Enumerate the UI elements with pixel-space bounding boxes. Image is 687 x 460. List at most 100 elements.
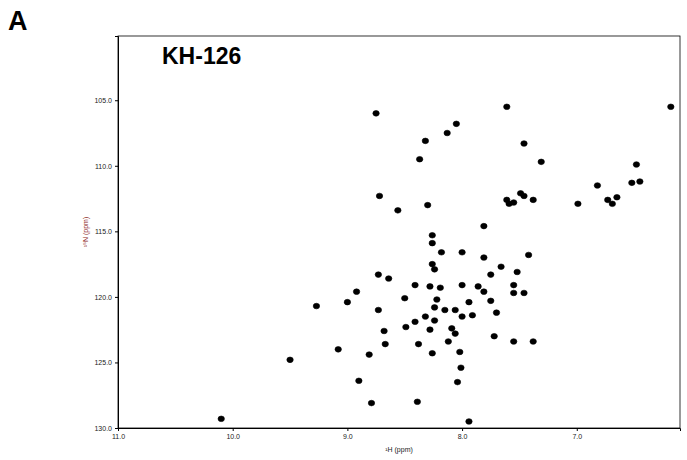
peak [530, 197, 536, 203]
peak [385, 276, 391, 282]
peak [481, 223, 487, 229]
peak [459, 282, 465, 288]
peak [538, 159, 544, 165]
y-tick: 110.0 [95, 163, 118, 170]
peak [475, 284, 481, 290]
peak [506, 201, 512, 207]
peak [429, 232, 435, 238]
peak [457, 349, 463, 355]
peak [382, 341, 388, 347]
peak [514, 269, 520, 275]
y-axis: 105.0110.0115.0120.0125.0130.0 [94, 37, 118, 432]
peak [637, 179, 643, 185]
peak [366, 352, 372, 358]
peak [402, 295, 408, 301]
plot-frame [118, 36, 680, 428]
x-tick: 10.0 [226, 428, 240, 440]
peak [375, 307, 381, 313]
peak [452, 331, 458, 337]
peak [530, 339, 536, 345]
peak [466, 419, 472, 425]
peak [481, 255, 487, 261]
peak [335, 347, 341, 353]
peak [373, 111, 379, 117]
x-axis: 11.010.09.08.07.0 [112, 428, 681, 440]
peak [416, 156, 422, 162]
peak [218, 416, 224, 422]
y-tick-label: 125.0 [94, 359, 112, 366]
peak [437, 285, 443, 291]
peak [422, 138, 428, 144]
peak [517, 191, 523, 197]
y-tick-label: 110.0 [95, 163, 112, 170]
y-tick-label: 130.0 [94, 425, 112, 432]
peak [449, 326, 455, 332]
peak [458, 365, 464, 371]
y-axis-line [115, 37, 119, 429]
peak [469, 312, 475, 318]
peak [313, 303, 319, 309]
peak [429, 350, 435, 356]
peak [629, 180, 635, 186]
peak [424, 202, 430, 208]
y-tick: 115.0 [95, 228, 118, 235]
peak [521, 141, 527, 147]
peak [403, 324, 409, 330]
peak [376, 193, 382, 199]
peak [422, 314, 428, 320]
x-tick: 8.0 [458, 428, 468, 440]
peak [431, 305, 437, 311]
peak [633, 162, 639, 168]
peak [493, 310, 499, 316]
peak [431, 318, 437, 324]
title: KH-126 [162, 43, 241, 69]
peak [438, 250, 444, 256]
y-tick-mark [115, 428, 118, 429]
peak [412, 319, 418, 325]
peak [415, 341, 421, 347]
peak [412, 282, 418, 288]
peaks [218, 104, 674, 424]
y-tick: 130.0 [94, 425, 118, 432]
x-axis-title: ¹H (ppm) [385, 446, 413, 454]
x-tick: 9.0 [343, 428, 353, 440]
x-tick-mark [462, 428, 463, 431]
x-tick-mark [233, 428, 234, 431]
y-tick: 125.0 [94, 359, 118, 366]
peak [429, 240, 435, 246]
x-tick-mark [347, 428, 348, 431]
x-tick-label: 9.0 [343, 433, 353, 440]
panel-letter: A [8, 6, 28, 36]
peak [521, 290, 527, 296]
peak [431, 267, 437, 273]
x-tick-label: 11.0 [112, 433, 125, 440]
peak [454, 379, 460, 385]
peak [445, 339, 451, 345]
peak [459, 250, 465, 256]
y-tick-mark [115, 100, 118, 101]
peak [356, 378, 362, 384]
y-tick-mark [115, 297, 118, 298]
peak [575, 201, 581, 207]
x-tick-mark [577, 428, 578, 431]
peak [481, 289, 487, 295]
peak [510, 339, 516, 345]
peak [353, 289, 359, 295]
peak [427, 327, 433, 333]
peak [434, 297, 440, 303]
peak [488, 298, 494, 304]
x-axis-line [119, 429, 681, 432]
peak [459, 314, 465, 320]
peak [614, 194, 620, 200]
peak [427, 284, 433, 290]
y-tick-label: 115.0 [95, 228, 112, 235]
peak [510, 290, 516, 296]
peak [395, 208, 401, 214]
x-tick-label: 8.0 [458, 433, 468, 440]
y-tick: 120.0 [94, 294, 118, 301]
peak [594, 183, 600, 189]
peak [491, 333, 497, 339]
peak [368, 400, 374, 406]
peak [668, 104, 674, 110]
peak [287, 357, 293, 363]
